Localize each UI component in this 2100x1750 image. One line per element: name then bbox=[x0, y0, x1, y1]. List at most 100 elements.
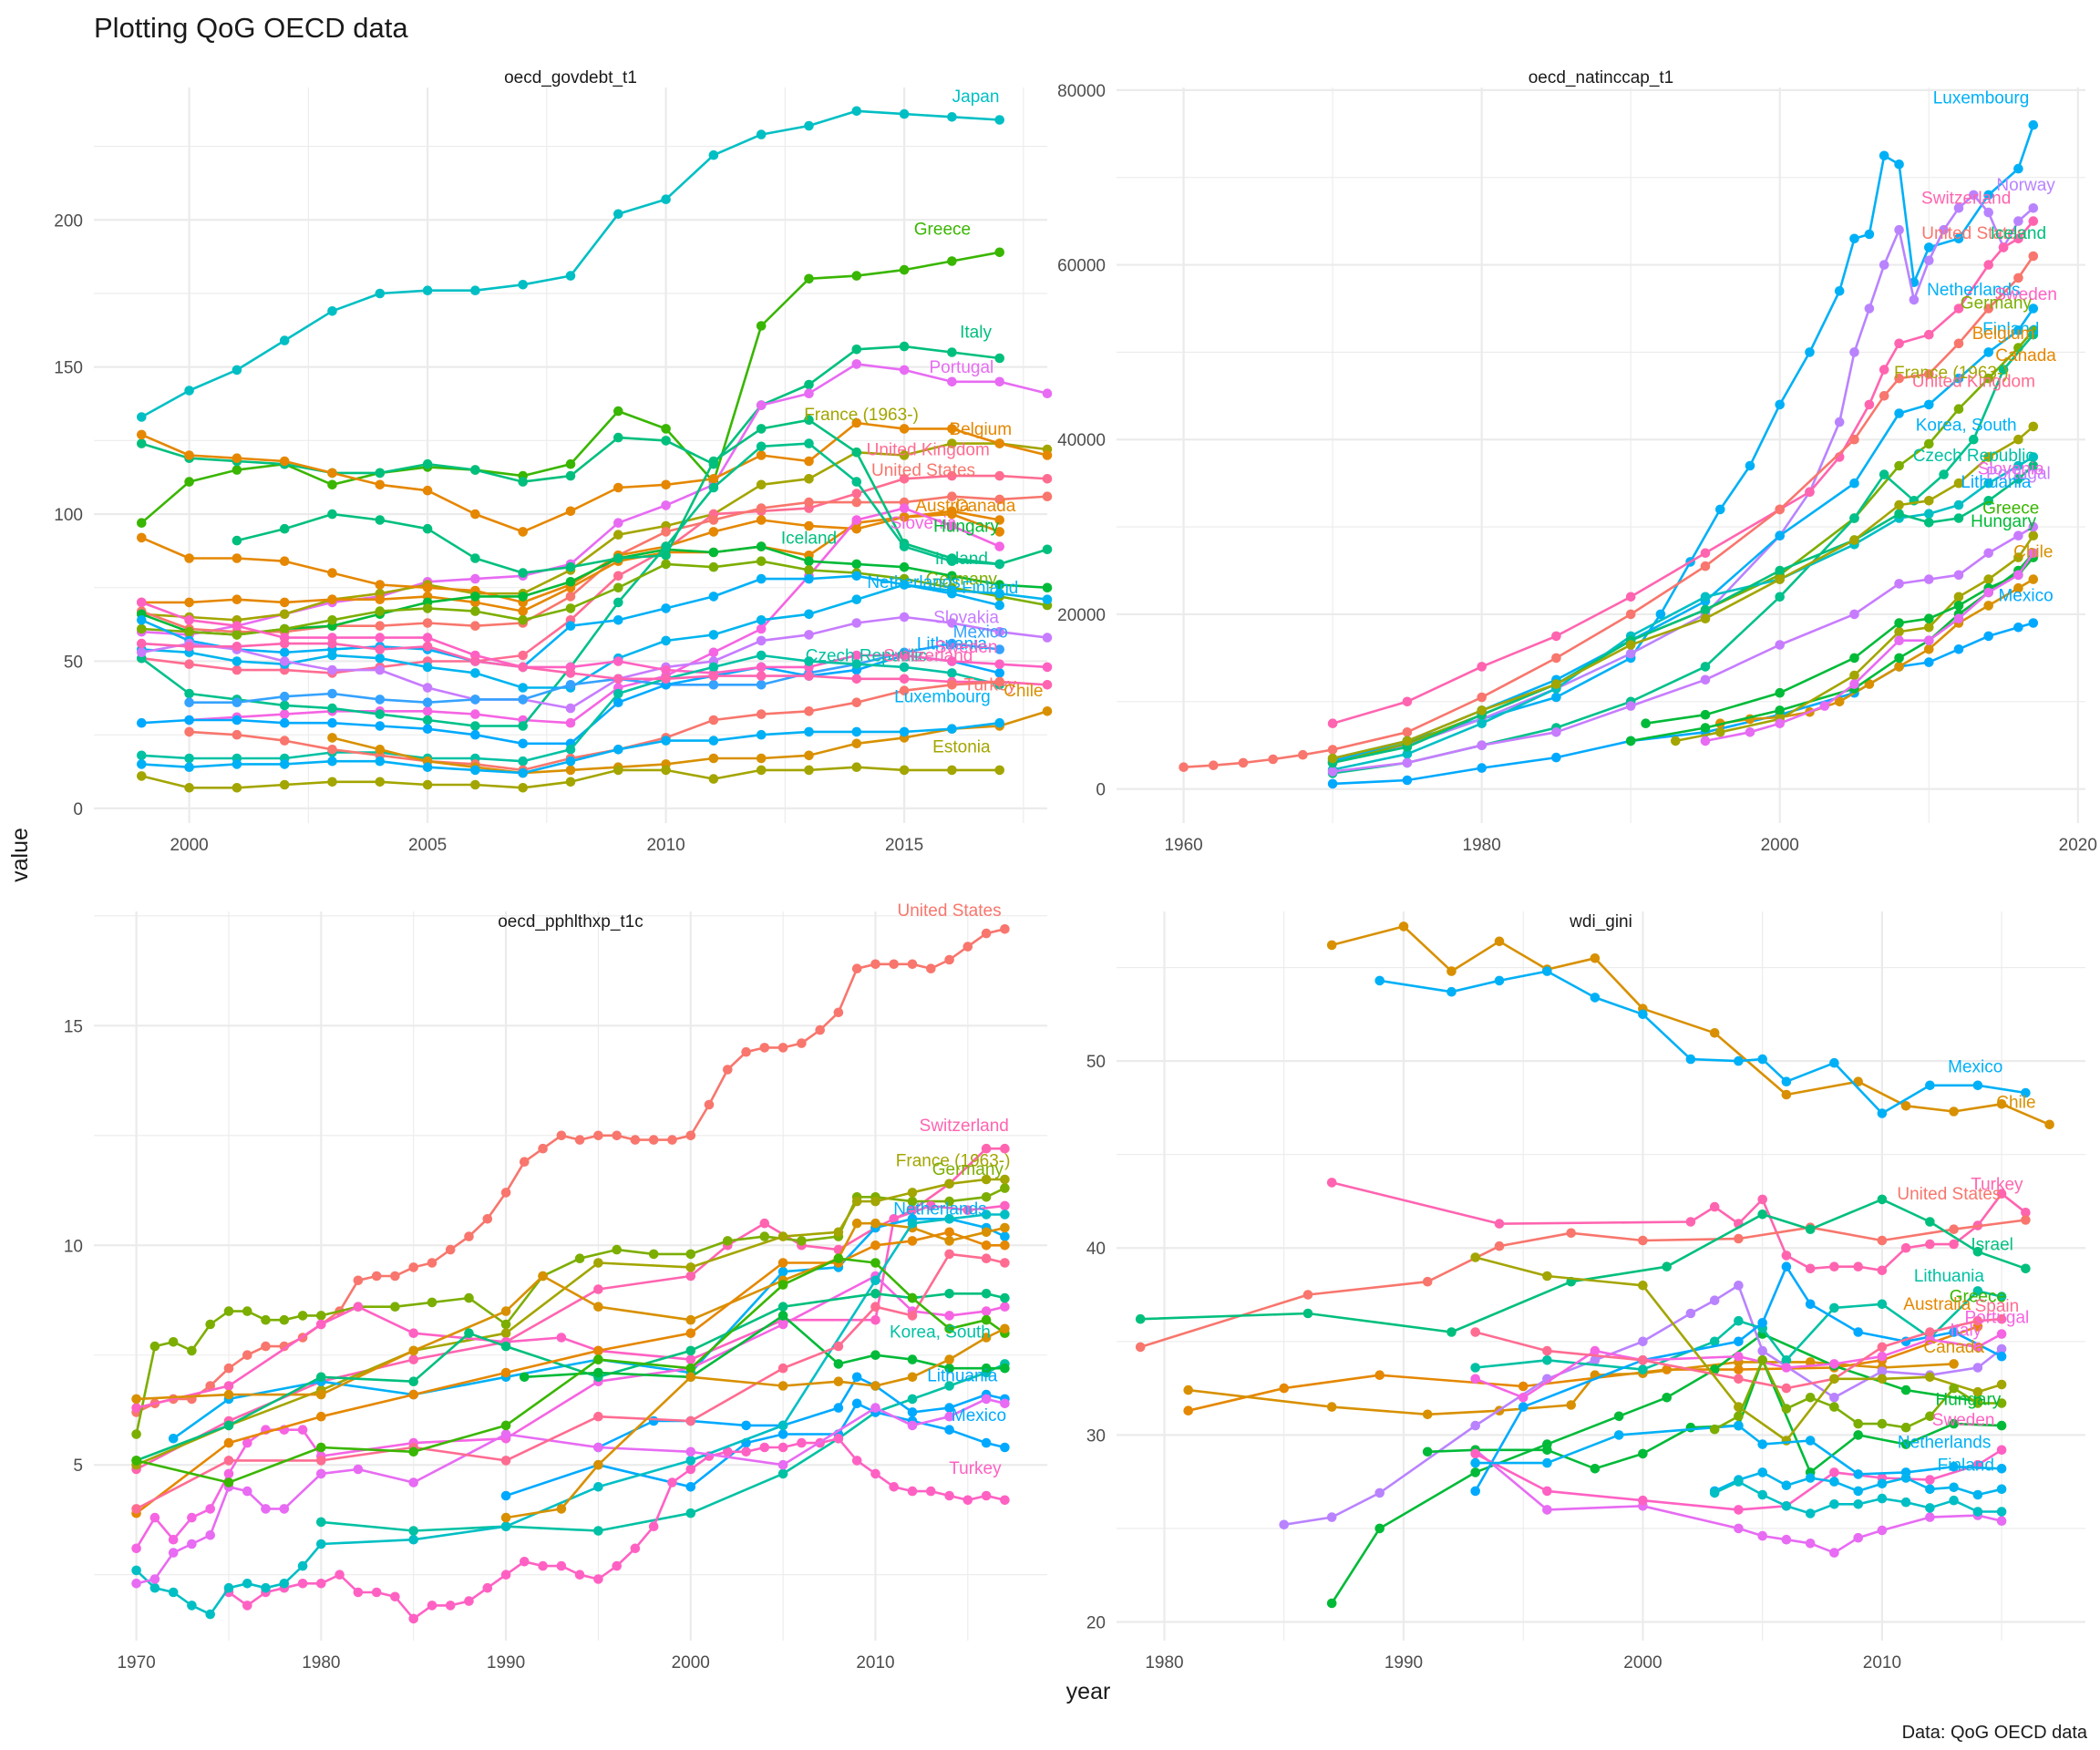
data-point bbox=[661, 541, 671, 551]
data-point bbox=[1775, 718, 1785, 728]
data-point bbox=[279, 656, 290, 666]
data-point bbox=[1939, 224, 1949, 235]
data-point bbox=[804, 520, 814, 531]
data-point bbox=[899, 365, 910, 376]
data-point bbox=[648, 1415, 659, 1426]
data-point bbox=[375, 721, 386, 731]
data-point bbox=[1983, 190, 1993, 201]
series-label: France (1963-) bbox=[1894, 364, 2009, 383]
data-point bbox=[1996, 1379, 2007, 1390]
data-point bbox=[1135, 1313, 1146, 1324]
data-point bbox=[1894, 224, 1904, 235]
data-point bbox=[574, 1253, 585, 1263]
y-tick-label: 0 bbox=[1096, 781, 1106, 800]
data-point bbox=[1518, 1381, 1529, 1392]
data-point bbox=[1983, 304, 1993, 314]
data-point bbox=[947, 724, 957, 734]
data-point bbox=[851, 345, 862, 355]
series-israel bbox=[1135, 1194, 2031, 1337]
data-point bbox=[777, 1381, 788, 1391]
data-point bbox=[593, 1526, 603, 1536]
data-point bbox=[1949, 1107, 1959, 1117]
data-point bbox=[944, 1411, 954, 1422]
data-point bbox=[1000, 1231, 1010, 1241]
data-point bbox=[1000, 1495, 1010, 1506]
data-point bbox=[565, 777, 576, 788]
data-point bbox=[1470, 1327, 1480, 1337]
series-estonia bbox=[131, 1394, 1010, 1589]
data-point bbox=[777, 1311, 788, 1321]
data-point bbox=[168, 1534, 179, 1545]
data-point bbox=[422, 618, 433, 628]
data-point bbox=[2028, 203, 2039, 213]
data-point bbox=[1000, 1323, 1010, 1334]
data-point bbox=[137, 438, 147, 448]
y-tick-label: 30 bbox=[1086, 1426, 1106, 1446]
data-point bbox=[1734, 1281, 1744, 1291]
data-point bbox=[279, 1504, 290, 1514]
data-point bbox=[565, 745, 576, 755]
data-point bbox=[1477, 692, 1487, 703]
x-tick-label: 2015 bbox=[885, 836, 923, 855]
data-point bbox=[375, 468, 386, 479]
data-point bbox=[907, 1354, 918, 1364]
data-point bbox=[1685, 1422, 1696, 1433]
data-point bbox=[804, 273, 814, 284]
data-point bbox=[1470, 1467, 1480, 1477]
data-point bbox=[375, 664, 386, 675]
data-point bbox=[1894, 653, 1904, 664]
data-point bbox=[593, 1258, 603, 1268]
data-point bbox=[1849, 347, 1859, 357]
data-point bbox=[804, 765, 814, 776]
x-tick-label: 2000 bbox=[672, 1653, 710, 1673]
data-point bbox=[981, 1490, 992, 1501]
data-point bbox=[1734, 1523, 1744, 1534]
data-point bbox=[833, 1359, 844, 1369]
x-tick-label: 1990 bbox=[1385, 1653, 1423, 1673]
data-point bbox=[500, 1420, 511, 1431]
series-label: Chile bbox=[2013, 543, 2053, 562]
data-point bbox=[565, 271, 576, 281]
data-point bbox=[1781, 1383, 1792, 1394]
data-point bbox=[899, 726, 910, 737]
data-point bbox=[804, 415, 814, 426]
data-point bbox=[1972, 1080, 1983, 1091]
data-point bbox=[947, 438, 957, 448]
data-point bbox=[1775, 399, 1785, 410]
data-point bbox=[994, 527, 1004, 537]
y-axis-title: value bbox=[7, 828, 33, 882]
data-point bbox=[1853, 1327, 1863, 1337]
data-point bbox=[1996, 1420, 2007, 1431]
data-point bbox=[1734, 1233, 1744, 1244]
data-point bbox=[1671, 736, 1681, 746]
series-label: Germany bbox=[1961, 293, 2033, 313]
series-line bbox=[1183, 255, 2034, 768]
data-point bbox=[1781, 1089, 1792, 1100]
data-point bbox=[756, 671, 767, 681]
data-point bbox=[327, 717, 337, 728]
data-point bbox=[2013, 233, 2023, 244]
data-point bbox=[661, 674, 671, 685]
data-point bbox=[899, 341, 910, 352]
data-point bbox=[464, 1328, 474, 1338]
data-point bbox=[168, 1548, 179, 1558]
data-point bbox=[899, 662, 910, 673]
data-point bbox=[1326, 1178, 1337, 1188]
data-point bbox=[661, 664, 671, 675]
series-label: Germany bbox=[932, 1160, 1004, 1179]
data-point bbox=[1662, 1261, 1672, 1271]
series-label: Slovenia bbox=[1978, 460, 2044, 479]
data-point bbox=[1470, 1252, 1480, 1262]
data-point bbox=[184, 753, 194, 764]
data-point bbox=[1542, 1486, 1552, 1497]
data-point bbox=[1613, 1430, 1624, 1440]
data-point bbox=[759, 1442, 770, 1453]
panel-title: wdi_gini bbox=[1569, 912, 1632, 932]
data-point bbox=[1685, 1054, 1696, 1065]
data-point bbox=[593, 1459, 603, 1470]
data-point bbox=[741, 1420, 751, 1431]
data-point bbox=[994, 376, 1004, 387]
data-point bbox=[297, 1311, 308, 1321]
data-point bbox=[708, 630, 719, 640]
